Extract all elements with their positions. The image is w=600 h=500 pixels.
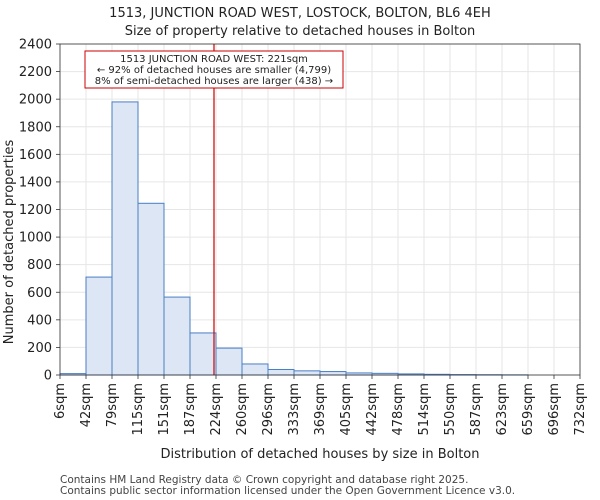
- x-ticks: 6sqm 42sqm 79sqm 115sqm 151sqm 187sqm 224sqm 26…: [53, 375, 588, 436]
- bar-333sqm: [293, 370, 321, 376]
- bar-187sqm: [189, 332, 217, 376]
- bar-151sqm: [163, 296, 191, 376]
- x-tick-6sqm: 6sqm: [53, 383, 68, 419]
- x-tick-115sqm: 115sqm: [131, 383, 146, 436]
- x-tick-369sqm: 369sqm: [313, 383, 328, 436]
- x-tick-442sqm: 442sqm: [365, 383, 380, 436]
- y-tick-400: 400: [27, 313, 52, 328]
- y-tick-2200: 2200: [19, 65, 52, 80]
- x-tick-42sqm: 42sqm: [79, 383, 94, 427]
- x-tick-732sqm: 732sqm: [573, 383, 588, 436]
- x-tick-260sqm: 260sqm: [235, 383, 250, 436]
- chart-title: 1513, JUNCTION ROAD WEST, LOSTOCK, BOLTO…: [109, 6, 491, 21]
- y-tick-1800: 1800: [19, 120, 52, 135]
- y-tick-2000: 2000: [19, 93, 52, 108]
- y-tick-200: 200: [27, 341, 52, 356]
- x-tick-405sqm: 405sqm: [339, 383, 354, 436]
- annotation-smaller: ← 92% of detached houses are smaller (4,…: [97, 65, 331, 76]
- y-tick-0: 0: [44, 369, 52, 384]
- y-tick-600: 600: [27, 286, 52, 301]
- y-tick-1000: 1000: [19, 231, 52, 246]
- x-tick-550sqm: 550sqm: [443, 383, 458, 436]
- bar-260sqm: [241, 363, 269, 376]
- y-tick-800: 800: [27, 258, 52, 273]
- x-tick-224sqm: 224sqm: [209, 383, 224, 436]
- x-tick-659sqm: 659sqm: [521, 383, 536, 436]
- bar-42sqm: [85, 276, 113, 376]
- x-tick-696sqm: 696sqm: [547, 383, 562, 436]
- chart-subtitle: Size of property relative to detached ho…: [125, 24, 476, 39]
- x-tick-79sqm: 79sqm: [105, 383, 120, 427]
- y-ticks: 0 200 400 600 800 1000 1200 1400 1600 1800 2000 220…: [19, 38, 60, 384]
- annotation-title: 1513 JUNCTION ROAD WEST: 221sqm: [120, 54, 308, 65]
- bar-79sqm: [111, 101, 139, 376]
- annotation-box: 1513 JUNCTION ROAD WEST: 221sqm ← 92% of…: [84, 50, 344, 89]
- x-tick-514sqm: 514sqm: [417, 383, 432, 436]
- footer-line-1: Contains HM Land Registry data © Crown c…: [60, 474, 468, 486]
- x-tick-151sqm: 151sqm: [157, 383, 172, 436]
- y-tick-1200: 1200: [19, 203, 52, 218]
- annotation-larger: 8% of semi-detached houses are larger (4…: [95, 76, 333, 87]
- x-tick-187sqm: 187sqm: [183, 383, 198, 436]
- bar-369sqm: [319, 371, 347, 376]
- bar-224sqm: [215, 347, 243, 376]
- bar-296sqm: [267, 368, 295, 376]
- bar-115sqm: [137, 202, 165, 376]
- footer-line-2: Contains public sector information licen…: [60, 485, 515, 497]
- x-tick-587sqm: 587sqm: [469, 383, 484, 436]
- x-tick-333sqm: 333sqm: [287, 383, 302, 436]
- x-tick-296sqm: 296sqm: [261, 383, 276, 436]
- x-tick-478sqm: 478sqm: [391, 383, 406, 436]
- y-tick-1400: 1400: [19, 175, 52, 190]
- x-tick-623sqm: 623sqm: [495, 383, 510, 436]
- y-tick-2400: 2400: [19, 38, 52, 53]
- x-axis-label: Distribution of detached houses by size …: [160, 447, 479, 462]
- y-axis-label: Number of detached properties: [2, 140, 17, 345]
- bars: [59, 101, 529, 376]
- y-tick-1600: 1600: [19, 148, 52, 163]
